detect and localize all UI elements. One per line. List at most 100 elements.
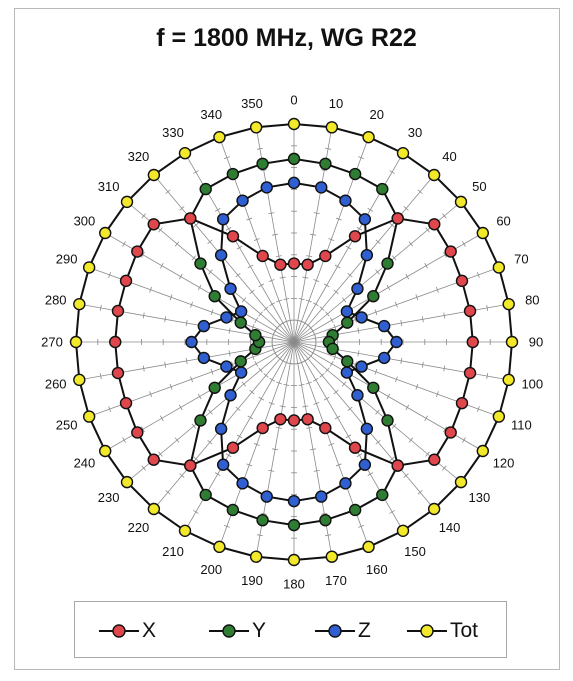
angle-label-70: 70 xyxy=(514,252,528,267)
spoke-tick xyxy=(321,512,328,515)
point-x-150 xyxy=(348,441,362,454)
legend: X Y Z Tot xyxy=(74,601,507,658)
spoke-tick xyxy=(268,402,275,405)
point-tot-310 xyxy=(120,195,134,209)
point-y-110 xyxy=(341,355,354,368)
spoke-tick xyxy=(207,239,213,245)
spoke-tick xyxy=(279,405,286,408)
spoke-tick xyxy=(302,276,309,279)
spoke-tick xyxy=(258,311,263,317)
spoke-tick xyxy=(164,316,167,323)
point-x-50 xyxy=(428,218,441,231)
spoke-tick xyxy=(225,226,232,231)
spoke-tick xyxy=(174,241,180,247)
spoke-tick xyxy=(347,406,353,412)
spoke-tick xyxy=(424,262,429,269)
angle-label-330: 330 xyxy=(162,125,184,140)
spoke-tick xyxy=(185,320,188,327)
spoke-tick xyxy=(389,510,395,514)
point-z-170 xyxy=(315,490,328,503)
legend-swatch-y xyxy=(209,623,249,638)
point-tot-50 xyxy=(454,195,468,209)
point-x-350 xyxy=(274,258,287,271)
legend-item-y: Y xyxy=(209,602,266,659)
spoke-tick xyxy=(435,286,439,293)
point-x-60 xyxy=(444,245,457,258)
spoke-tick xyxy=(268,469,275,472)
spoke-tick xyxy=(275,426,282,429)
point-y-30 xyxy=(376,182,389,196)
point-y-280 xyxy=(249,328,262,342)
angle-label-210: 210 xyxy=(162,544,184,559)
point-x-10 xyxy=(301,258,314,271)
spoke-tick xyxy=(158,227,163,233)
angle-label-300: 300 xyxy=(74,214,96,229)
point-z-130 xyxy=(351,389,364,402)
spoke-tick xyxy=(375,269,380,275)
angle-label-260: 260 xyxy=(45,377,67,392)
point-z-110 xyxy=(355,360,368,373)
point-x-120 xyxy=(444,426,457,439)
point-tot-60 xyxy=(476,226,489,240)
spoke-tick xyxy=(254,361,259,367)
spoke-tick xyxy=(165,189,171,194)
spoke-tick xyxy=(357,350,360,357)
angle-label-170: 170 xyxy=(325,573,347,588)
point-tot-290 xyxy=(82,261,96,274)
point-x-230 xyxy=(147,453,160,466)
spoke-tick xyxy=(254,317,259,323)
spoke-tick xyxy=(424,415,429,422)
spoke-tick xyxy=(142,365,145,372)
spoke-tick xyxy=(268,279,275,282)
point-x-220 xyxy=(184,459,197,472)
spoke-tick xyxy=(358,524,365,528)
spoke-tick xyxy=(141,465,146,471)
spoke-tick xyxy=(210,309,214,316)
spoke-tick xyxy=(435,391,439,398)
point-z-0 xyxy=(287,176,301,190)
point-y-120 xyxy=(367,381,380,394)
point-y-170 xyxy=(319,513,332,527)
spoke-tick xyxy=(395,301,398,308)
spoke-tick xyxy=(99,373,102,380)
point-tot-230 xyxy=(120,475,134,489)
spoke-tick xyxy=(358,156,365,160)
point-y-20 xyxy=(348,167,362,181)
spoke-tick xyxy=(415,294,419,301)
spoke-tick xyxy=(367,472,374,477)
point-tot-130 xyxy=(454,475,468,489)
spoke-tick xyxy=(208,409,213,415)
spoke-tick xyxy=(356,226,363,231)
spoke-tick xyxy=(178,273,183,280)
point-x-80 xyxy=(463,304,477,318)
spoke-tick xyxy=(328,238,335,241)
point-z-250 xyxy=(220,360,233,373)
point-z-150 xyxy=(358,458,372,471)
spoke-tick xyxy=(356,453,363,458)
spoke-tick xyxy=(442,213,447,219)
spoke-tick xyxy=(333,324,337,331)
point-tot-250 xyxy=(82,410,96,423)
spoke-tick xyxy=(319,306,325,311)
point-y-60 xyxy=(367,290,380,303)
spoke-tick xyxy=(405,404,410,411)
spoke-tick xyxy=(246,463,253,467)
spoke-tick xyxy=(386,393,391,400)
spoke-tick xyxy=(335,217,342,221)
point-tot-330 xyxy=(178,147,192,160)
spoke-tick xyxy=(389,170,395,174)
spoke-tick xyxy=(403,206,409,211)
point-z-200 xyxy=(236,477,249,490)
point-x-330 xyxy=(226,230,240,243)
point-y-250 xyxy=(234,355,247,368)
point-x-40 xyxy=(391,212,404,225)
angle-label-240: 240 xyxy=(74,455,96,470)
point-z-290 xyxy=(220,311,233,324)
spoke-tick xyxy=(260,512,267,515)
legend-swatch-z xyxy=(315,623,355,638)
spoke-tick xyxy=(169,294,173,301)
polar-grid xyxy=(76,124,512,560)
spoke-tick xyxy=(246,217,253,221)
spoke-tick xyxy=(400,320,403,327)
spoke-tick xyxy=(272,233,279,236)
